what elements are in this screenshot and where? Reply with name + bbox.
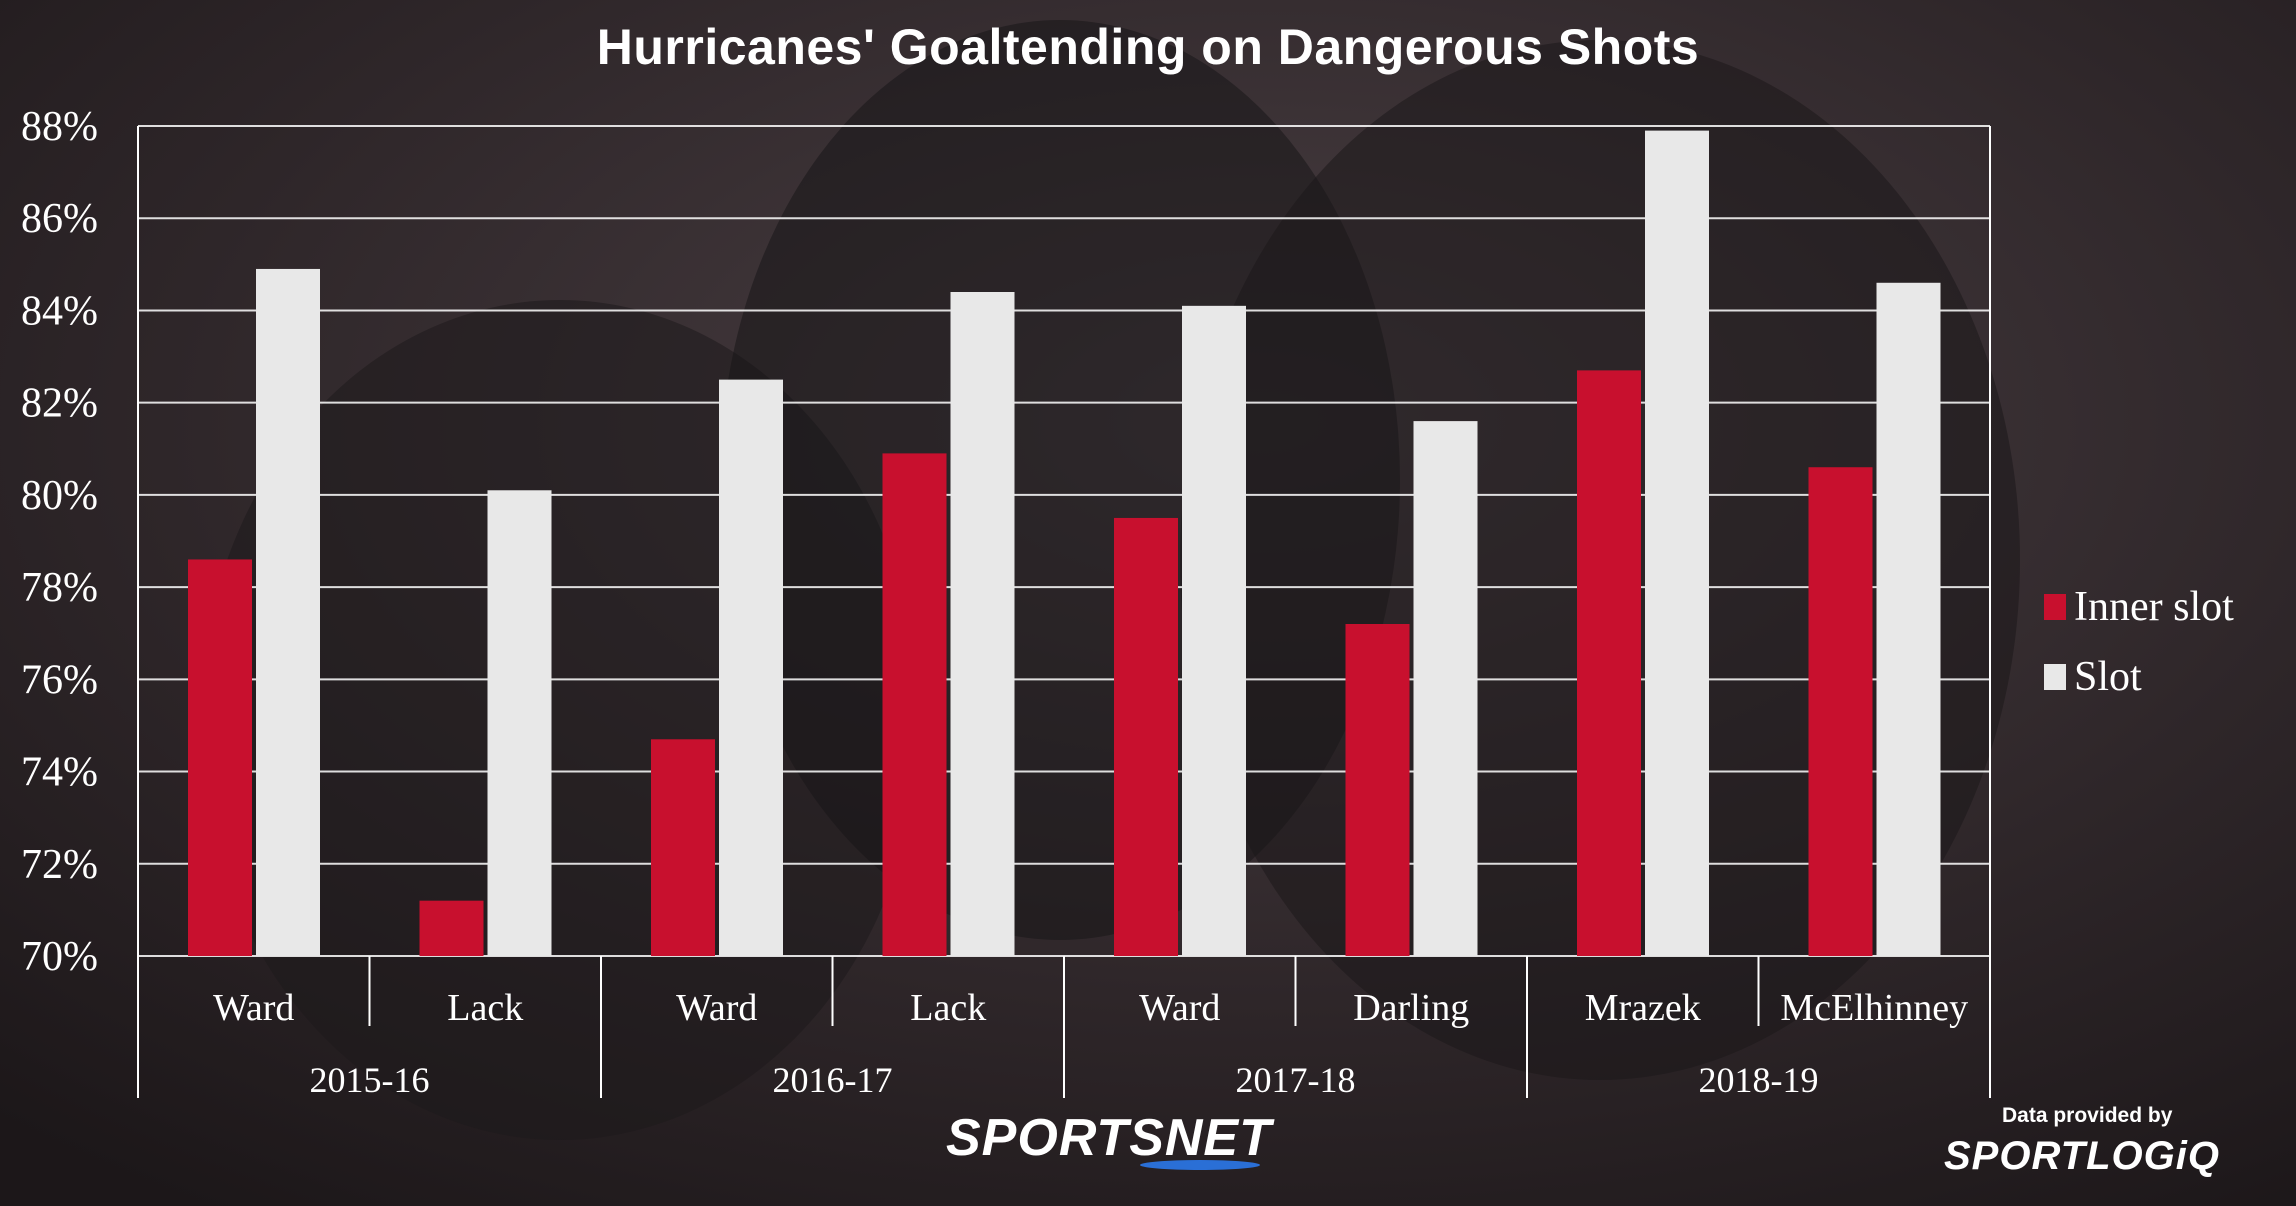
x-category-label: Ward (213, 987, 294, 1029)
sportsnet-swoosh-icon (1140, 1160, 1260, 1170)
legend-label: Slot (2074, 654, 2142, 700)
plot-area: 70% 72% 74% 76% 78% 80% 82% 84% 86% 88% Ward Lack Wa… (21, 104, 2234, 1100)
x-category-label: Ward (1139, 987, 1220, 1029)
y-tick-label: 88% (21, 104, 98, 150)
bar-slot (1413, 421, 1478, 957)
y-tick-label: 84% (21, 288, 98, 334)
bar-inner-slot (651, 739, 715, 956)
x-category-label: Ward (676, 987, 757, 1029)
data-credit-text: Data provided by (2002, 1104, 2173, 1127)
y-tick-label: 74% (21, 750, 98, 796)
bar-inner-slot (1345, 624, 1410, 956)
bar-slot (487, 490, 552, 956)
x-group-label: 2017-18 (1236, 1060, 1356, 1100)
bar-inner-slot (882, 453, 947, 956)
y-tick-label: 86% (21, 196, 98, 242)
sportlogiq-logo: SPORTLOGiQ (1944, 1134, 2220, 1178)
legend-label: Inner slot (2074, 584, 2234, 630)
x-group-label: 2015-16 (310, 1060, 430, 1100)
bar-inner-slot (188, 559, 252, 956)
bar-slot (256, 268, 320, 956)
legend-swatch (2044, 664, 2066, 690)
bar-slot (1182, 305, 1246, 956)
x-category-label: McElhinney (1780, 987, 1968, 1029)
bar-inner-slot (419, 900, 484, 956)
x-category-label: Lack (447, 987, 523, 1029)
bar-inner-slot (1577, 370, 1641, 956)
y-tick-label: 70% (21, 934, 98, 980)
x-group-label: 2016-17 (773, 1060, 893, 1100)
bar-inner-slot (1808, 467, 1873, 956)
bar-slot (1876, 282, 1941, 956)
bar-inner-slot (1114, 517, 1178, 956)
x-group-label: 2018-19 (1699, 1060, 1819, 1100)
y-tick-label: 78% (21, 565, 98, 611)
x-category-label: Darling (1353, 987, 1469, 1029)
y-tick-label: 80% (21, 473, 98, 519)
chart-title: Hurricanes' Goaltending on Dangerous Sho… (596, 19, 1700, 75)
y-tick-label: 72% (21, 842, 98, 888)
bar-slot (950, 292, 1015, 956)
legend-swatch (2044, 594, 2066, 620)
bar-slot (1645, 130, 1709, 957)
x-category-label: Mrazek (1585, 987, 1701, 1029)
y-tick-label: 82% (21, 381, 98, 427)
sportsnet-logo: SPORTSNET (946, 1109, 1272, 1167)
y-tick-label: 76% (21, 657, 98, 703)
bar-slot (719, 379, 783, 957)
x-category-label: Lack (910, 987, 986, 1029)
